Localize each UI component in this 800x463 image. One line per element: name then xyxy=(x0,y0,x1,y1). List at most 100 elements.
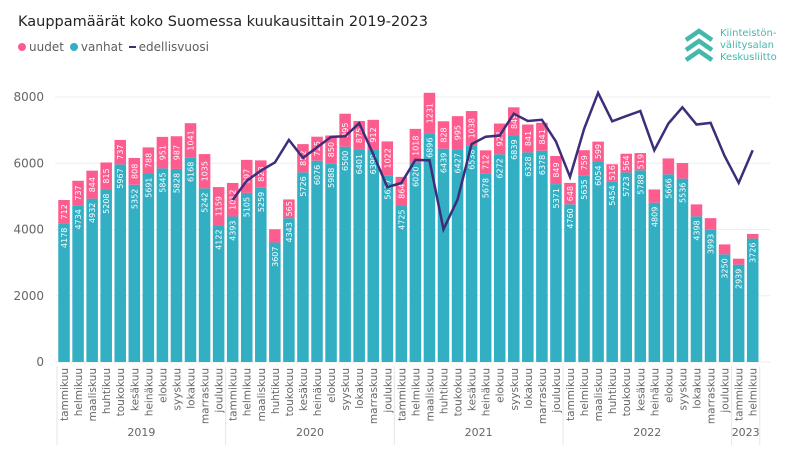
data-label-vanhat: 5845 xyxy=(158,172,167,192)
bar-vanhat xyxy=(690,216,703,362)
x-tick-label-year: 2020 xyxy=(296,426,324,439)
bar-vanhat xyxy=(100,189,112,362)
bar-vanhat xyxy=(198,188,211,362)
bar-vanhat xyxy=(465,145,478,362)
data-label-vanhat: 5723 xyxy=(622,176,631,196)
data-label-uudet: 712 xyxy=(482,154,491,169)
x-tick-label-month: toukokuu xyxy=(115,368,127,416)
legend-item-uudet[interactable]: uudet xyxy=(18,40,64,54)
x-tick-label-month: toukokuu xyxy=(284,368,296,416)
data-label-uudet: 808 xyxy=(130,164,139,179)
data-label-vanhat: 5242 xyxy=(201,192,210,212)
bar-vanhat xyxy=(536,150,548,362)
bar-uudet xyxy=(184,123,197,158)
bar-uudet xyxy=(718,244,731,255)
data-label-vanhat: 4398 xyxy=(692,220,701,240)
data-label-vanhat: 6020 xyxy=(411,167,420,187)
data-label-uudet: 1159 xyxy=(215,196,224,216)
legend-item-edellisvuosi[interactable]: edellisvuosi xyxy=(128,40,209,54)
data-label-vanhat: 5454 xyxy=(608,185,617,205)
bar-uudet xyxy=(704,218,717,230)
data-label-vanhat: 3993 xyxy=(707,234,716,254)
data-label-vanhat: 3726 xyxy=(749,243,758,263)
bar-vanhat xyxy=(704,229,717,362)
x-tick-label-month: maaliskuu xyxy=(87,368,99,421)
bar-vanhat xyxy=(58,223,70,362)
bar-uudet xyxy=(72,180,84,206)
bar-vanhat xyxy=(184,157,197,362)
bar-uudet xyxy=(128,157,141,185)
data-label-vanhat: 6839 xyxy=(510,139,519,159)
bar-vanhat xyxy=(676,178,689,362)
bar-uudet xyxy=(479,150,492,174)
bar-uudet xyxy=(409,128,422,163)
bar-uudet xyxy=(465,111,478,146)
bar-vanhat xyxy=(297,172,309,362)
data-label-vanhat: 5637 xyxy=(383,179,392,199)
x-tick-label-month: kesäkuu xyxy=(635,368,647,411)
data-label-uudet: 864 xyxy=(397,184,406,199)
data-label-uudet: 725 xyxy=(313,141,322,156)
x-tick-label-month: tammikuu xyxy=(565,368,577,421)
bar-vanhat xyxy=(114,164,127,362)
legend-swatch-edellisvuosi xyxy=(128,46,136,48)
bar-vanhat xyxy=(409,162,422,362)
x-tick-label-month: heinäkuu xyxy=(143,368,155,416)
x-tick-label-month: tammikuu xyxy=(59,368,71,421)
x-tick-label-month: huhtikuu xyxy=(101,368,113,414)
x-tick-label-month: huhtikuu xyxy=(439,368,451,414)
bar-uudet xyxy=(437,121,450,149)
bar-vanhat xyxy=(634,170,647,362)
bar-vanhat xyxy=(564,204,576,362)
chart-legend: uudet vanhat edellisvuosi xyxy=(18,40,209,54)
data-label-vanhat: 6328 xyxy=(524,156,533,176)
bar-vanhat xyxy=(128,184,141,362)
bar-vanhat xyxy=(381,175,394,362)
x-tick-label-month: kesäkuu xyxy=(467,368,479,411)
x-tick-label-month: huhtikuu xyxy=(607,368,619,414)
legend-item-vanhat[interactable]: vanhat xyxy=(69,40,123,54)
x-tick-label-month: marraskuu xyxy=(537,368,549,424)
x-tick-label-year: 2019 xyxy=(127,426,155,439)
bar-vanhat xyxy=(451,149,464,362)
x-tick-label-month: joulukuu xyxy=(551,368,563,414)
legend-label-uudet: uudet xyxy=(29,40,64,54)
bar-vanhat xyxy=(592,161,604,362)
bar-vanhat xyxy=(325,163,337,362)
data-label-vanhat: 5788 xyxy=(636,174,645,194)
data-label-vanhat: 4122 xyxy=(215,229,224,249)
bar-uudet xyxy=(86,170,98,199)
x-tick-label-month: heinäkuu xyxy=(481,368,493,416)
data-label-uudet: 564 xyxy=(622,155,631,170)
data-label-vanhat: 6439 xyxy=(440,153,449,173)
x-tick-label-month: helmikuu xyxy=(410,368,422,416)
bar-uudet xyxy=(690,204,703,217)
x-tick-label-month: marraskuu xyxy=(368,368,380,424)
data-label-uudet: 519 xyxy=(636,154,645,169)
x-tick-label-month: lokakuu xyxy=(523,368,535,409)
x-tick-label-month: toukokuu xyxy=(453,368,465,416)
kvkl-logo: Kiinteistön- välitysalan Keskusliitto xyxy=(684,28,777,64)
x-tick-label-month: kesäkuu xyxy=(298,368,310,411)
chart-title: Kauppamäärät koko Suomessa kuukausittain… xyxy=(18,14,428,30)
bar-vanhat xyxy=(437,148,450,362)
bar-vanhat xyxy=(142,173,155,362)
x-tick-label-month: lokakuu xyxy=(354,368,366,409)
data-label-uudet: 1018 xyxy=(411,136,420,156)
bar-uudet xyxy=(367,119,379,151)
data-label-uudet: 951 xyxy=(158,145,167,160)
data-label-uudet: 849 xyxy=(552,162,561,177)
data-label-vanhat: 5536 xyxy=(678,183,687,203)
data-label-vanhat: 4178 xyxy=(60,228,69,248)
x-tick-label-month: helmikuu xyxy=(242,368,254,416)
x-tick-label-month: maaliskuu xyxy=(593,368,605,421)
bar-vanhat xyxy=(620,172,632,362)
data-label-vanhat: 6168 xyxy=(187,162,196,182)
bar-uudet xyxy=(142,147,155,174)
bar-vanhat xyxy=(72,205,84,362)
data-label-vanhat: 6401 xyxy=(355,154,364,174)
data-label-uudet: 828 xyxy=(440,127,449,142)
data-label-uudet: 912 xyxy=(369,127,378,142)
x-tick-label-month: lokakuu xyxy=(691,368,703,409)
data-label-uudet: 844 xyxy=(88,177,97,192)
